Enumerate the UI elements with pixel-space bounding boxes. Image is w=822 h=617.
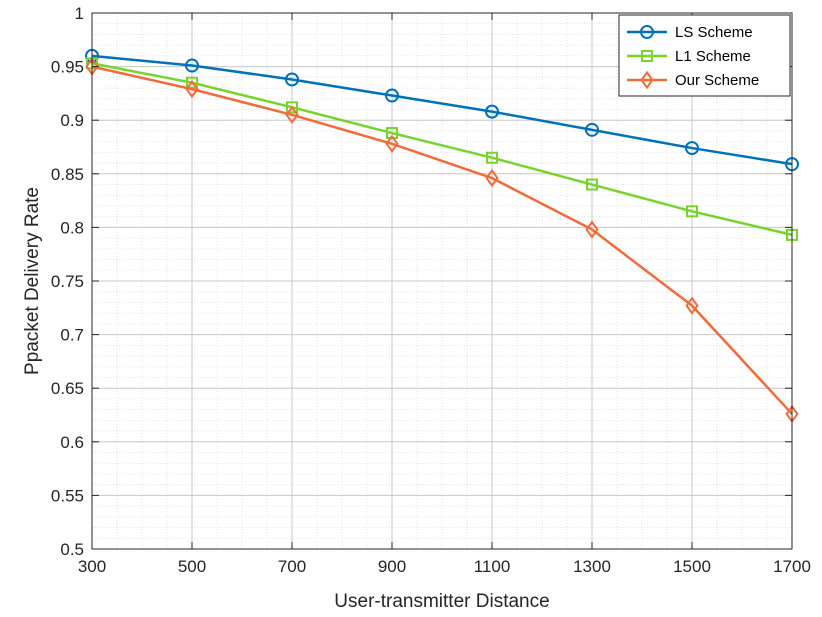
data-point-marker — [386, 127, 398, 140]
y-tick-label: 0.95 — [51, 58, 84, 77]
data-point-marker — [585, 122, 599, 137]
data-point-marker — [685, 141, 699, 156]
data-point-marker — [385, 88, 399, 103]
legend-item: Our Scheme — [627, 70, 759, 90]
legend: LS Scheme L1 Scheme Our Scheme — [618, 14, 791, 97]
y-tick-label: 1 — [75, 4, 84, 23]
series-layer — [85, 48, 799, 424]
y-tick-label: 0.9 — [60, 111, 84, 130]
y-tick-label: 0.8 — [60, 218, 84, 237]
series-our-scheme — [85, 57, 799, 424]
y-tick-label: 0.5 — [60, 540, 84, 559]
legend-label: L1 Scheme — [675, 48, 751, 65]
x-tick-label: 1500 — [673, 557, 711, 576]
data-point-marker — [585, 220, 599, 239]
legend-label: LS Scheme — [675, 24, 753, 41]
data-point-marker — [185, 79, 199, 99]
data-point-marker — [185, 58, 199, 73]
legend-label: Our Scheme — [675, 72, 759, 89]
data-point-marker — [586, 178, 598, 191]
data-point-marker — [285, 105, 299, 125]
y-tick-label: 0.7 — [60, 326, 84, 345]
legend-item: LS Scheme — [627, 24, 753, 41]
data-point-marker — [385, 134, 399, 153]
x-tick-label: 900 — [378, 557, 406, 576]
data-point-marker — [485, 168, 499, 188]
data-point-marker — [486, 151, 498, 164]
x-tick-label: 500 — [178, 557, 206, 576]
legend-marker — [640, 25, 654, 39]
data-point-marker — [686, 205, 698, 218]
legend-marker — [640, 70, 654, 90]
y-tick-label: 0.75 — [51, 272, 84, 291]
x-axis-label: User-transmitter Distance — [334, 591, 549, 612]
legend-item: L1 Scheme — [627, 48, 751, 65]
data-point-marker — [685, 296, 699, 315]
y-tick-label: 0.85 — [51, 165, 84, 184]
data-point-marker — [286, 101, 298, 114]
y-axis-label: Ppacket Delivery Rate — [22, 187, 43, 375]
series-line — [91, 62, 793, 237]
series-line — [91, 65, 793, 415]
x-tick-label: 1300 — [573, 557, 611, 576]
y-tick-label: 0.55 — [51, 486, 84, 505]
x-tick-label: 1100 — [474, 557, 511, 576]
ticks-layer: 300 500 700 900 1100 1300 1500 1700 0.5 0.55 0.6 0.… — [51, 4, 811, 576]
x-tick-label: 700 — [278, 557, 306, 576]
legend-marker — [641, 50, 653, 62]
series-line — [91, 54, 793, 166]
y-tick-label: 0.65 — [51, 379, 84, 398]
data-point-marker — [186, 76, 198, 89]
x-tick-label: 1700 — [773, 557, 811, 576]
data-point-marker — [285, 72, 299, 87]
data-point-marker — [485, 104, 499, 119]
x-tick-label: 300 — [78, 557, 106, 576]
y-tick-label: 0.6 — [60, 433, 84, 452]
series-l1-scheme — [86, 57, 798, 241]
